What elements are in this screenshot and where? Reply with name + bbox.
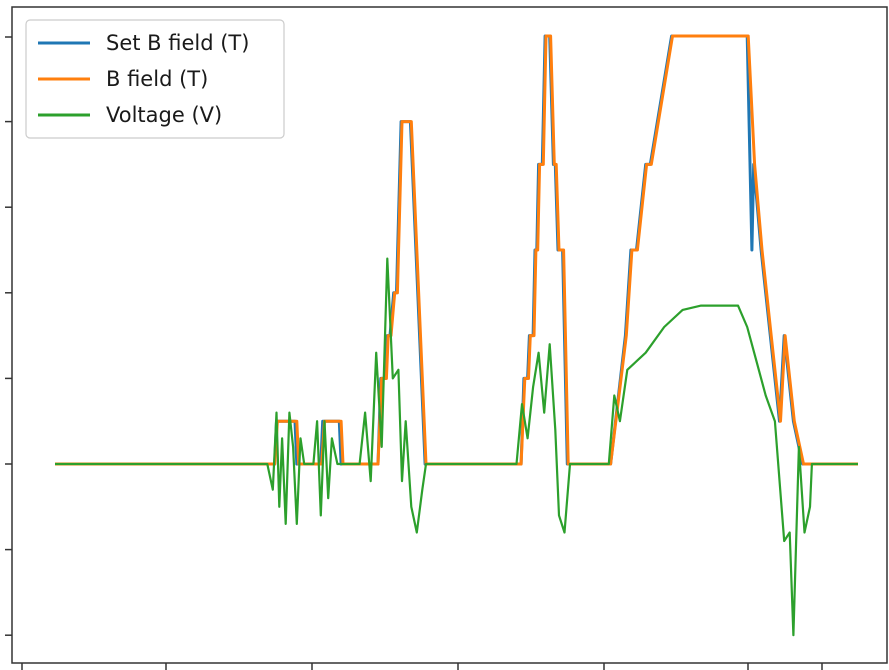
y-axis-ticks bbox=[5, 36, 12, 636]
legend-box bbox=[25, 19, 285, 139]
legend-label-set-b-field: Set B field (T) bbox=[106, 31, 249, 55]
x-axis-ticks bbox=[21, 663, 823, 670]
legend-label-voltage: Voltage (V) bbox=[106, 103, 222, 127]
legend: Set B field (T) B field (T) Voltage (V) bbox=[25, 19, 285, 139]
series-line-voltage bbox=[55, 257, 858, 637]
series-layer bbox=[55, 34, 858, 637]
legend-label-b-field: B field (T) bbox=[106, 67, 208, 91]
series-line-b-field bbox=[55, 34, 858, 466]
